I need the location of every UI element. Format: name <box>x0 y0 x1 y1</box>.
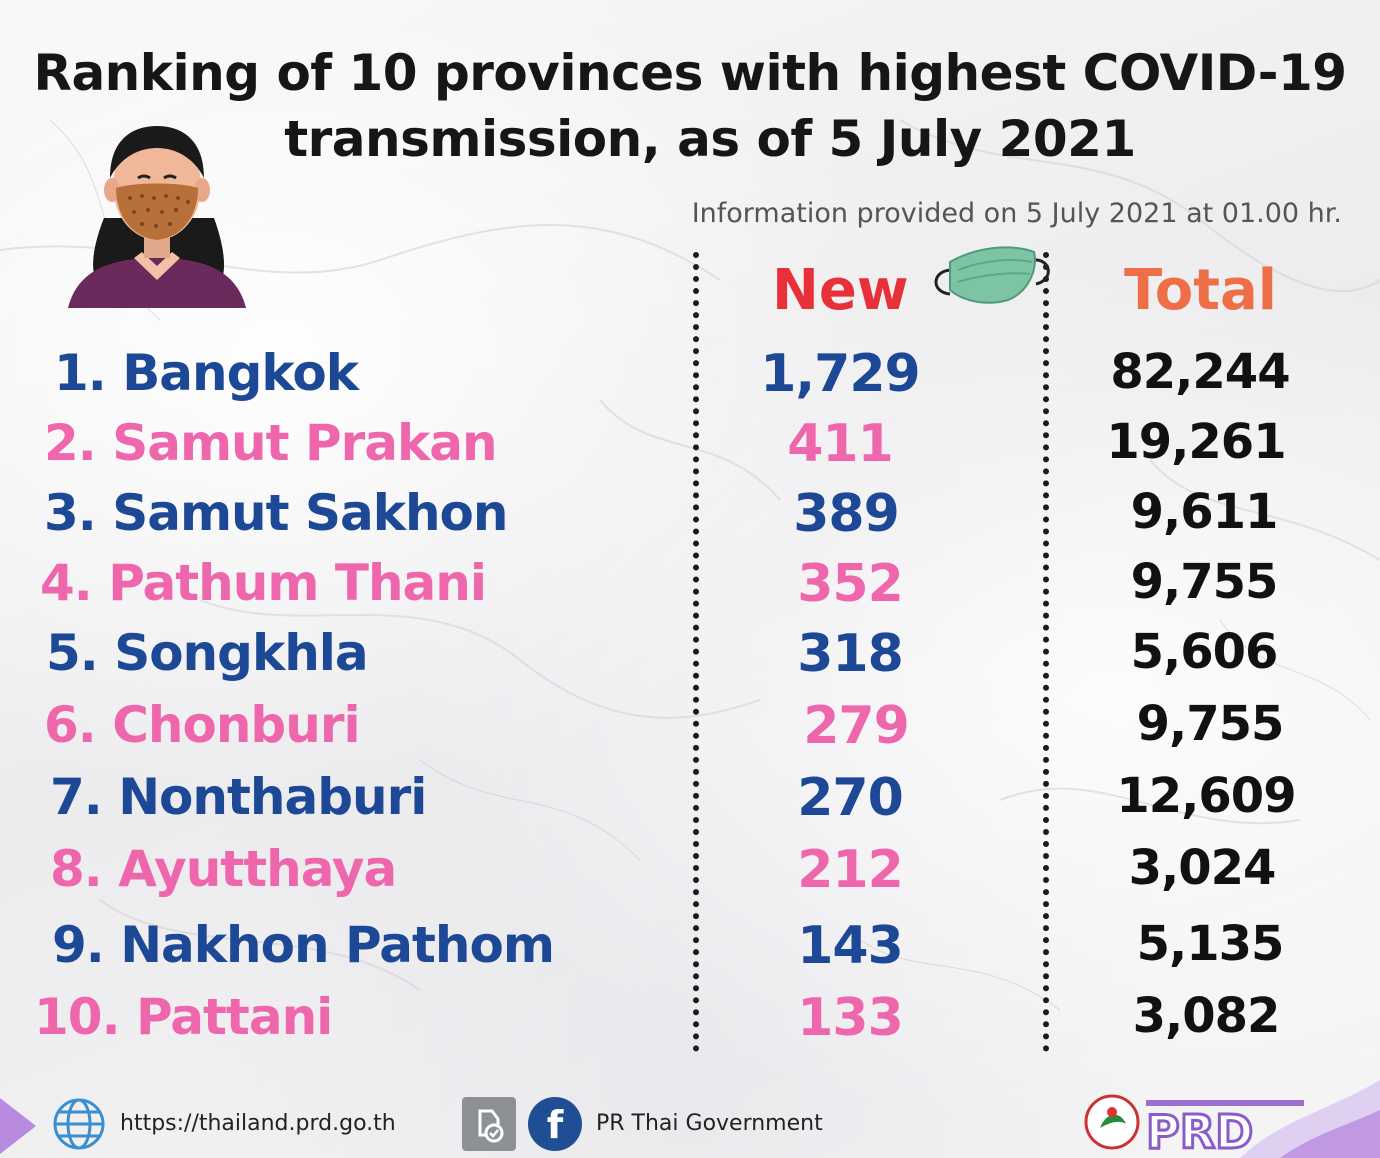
total-cases-value: 19,261 <box>1106 414 1286 470</box>
new-cases-value: 279 <box>803 696 910 756</box>
province-row: 8. Ayutthaya 212 3,024 <box>0 840 1380 910</box>
province-label: 8. Ayutthaya <box>50 840 397 898</box>
new-cases-value: 133 <box>797 988 904 1048</box>
facebook-page-name[interactable]: PR Thai Government <box>596 1111 823 1136</box>
total-cases-value: 9,611 <box>1130 484 1279 540</box>
footer-bar: https://thailand.prd.go.th f PR Thai Gov… <box>0 1080 1380 1158</box>
column-header-total: Total <box>1124 258 1277 323</box>
title-line-2: transmission, as of 5 July 2021 <box>284 110 1136 168</box>
province-row: 4. Pathum Thani 352 9,755 <box>0 554 1380 624</box>
column-divider-right <box>1043 252 1049 1052</box>
total-cases-value: 5,135 <box>1136 916 1285 972</box>
svg-text:PRD: PRD <box>1146 1105 1253 1156</box>
new-cases-value: 1,729 <box>760 344 920 404</box>
column-divider-left <box>693 252 699 1052</box>
province-label: 4. Pathum Thani <box>40 554 487 612</box>
province-label: 5. Songkhla <box>46 624 369 682</box>
facebook-icon[interactable]: f <box>528 1097 582 1151</box>
website-link[interactable]: https://thailand.prd.go.th <box>120 1111 396 1136</box>
province-row: 5. Songkhla 318 5,606 <box>0 624 1380 694</box>
new-cases-value: 411 <box>787 414 894 474</box>
line-app-icon[interactable] <box>462 1097 516 1151</box>
province-row: 10. Pattani 133 3,082 <box>0 988 1380 1058</box>
province-label: 10. Pattani <box>34 988 333 1046</box>
infographic-title: Ranking of 10 provinces with highest COV… <box>0 40 1380 172</box>
total-cases-value: 5,606 <box>1130 624 1279 680</box>
total-cases-value: 9,755 <box>1130 554 1279 610</box>
province-row: 6. Chonburi 279 9,755 <box>0 696 1380 766</box>
province-label: 7. Nonthaburi <box>50 768 427 826</box>
new-cases-value: 212 <box>797 840 904 900</box>
province-row: 9. Nakhon Pathom 143 5,135 <box>0 916 1380 986</box>
total-cases-value: 82,244 <box>1110 344 1290 400</box>
new-cases-value: 389 <box>793 484 900 544</box>
footer-triangle-decoration <box>0 1098 36 1154</box>
info-timestamp: Information provided on 5 July 2021 at 0… <box>691 198 1342 229</box>
prd-logo: PRD <box>1084 1094 1304 1156</box>
new-cases-value: 270 <box>797 768 904 828</box>
new-cases-value: 318 <box>797 624 904 684</box>
province-label: 3. Samut Sakhon <box>44 484 508 542</box>
footer-wave-decoration <box>1240 1080 1380 1158</box>
province-label: 2. Samut Prakan <box>44 414 498 472</box>
province-label: 1. Bangkok <box>54 344 359 402</box>
new-cases-value: 143 <box>797 916 904 976</box>
globe-icon[interactable] <box>52 1097 106 1151</box>
province-label: 9. Nakhon Pathom <box>52 916 555 974</box>
woman-with-mask-icon <box>68 126 246 308</box>
province-row: 1. Bangkok 1,729 82,244 <box>0 344 1380 414</box>
total-cases-value: 9,755 <box>1136 696 1285 752</box>
total-cases-value: 3,082 <box>1132 988 1281 1044</box>
province-label: 6. Chonburi <box>44 696 361 754</box>
new-cases-value: 352 <box>797 554 904 614</box>
face-mask-icon <box>934 246 1050 304</box>
total-cases-value: 3,024 <box>1128 840 1277 896</box>
column-header-new: New <box>772 258 909 323</box>
total-cases-value: 12,609 <box>1116 768 1296 824</box>
province-row: 7. Nonthaburi 270 12,609 <box>0 768 1380 838</box>
province-row: 2. Samut Prakan 411 19,261 <box>0 414 1380 484</box>
province-row: 3. Samut Sakhon 389 9,611 <box>0 484 1380 554</box>
title-line-1: Ranking of 10 provinces with highest COV… <box>33 44 1347 102</box>
